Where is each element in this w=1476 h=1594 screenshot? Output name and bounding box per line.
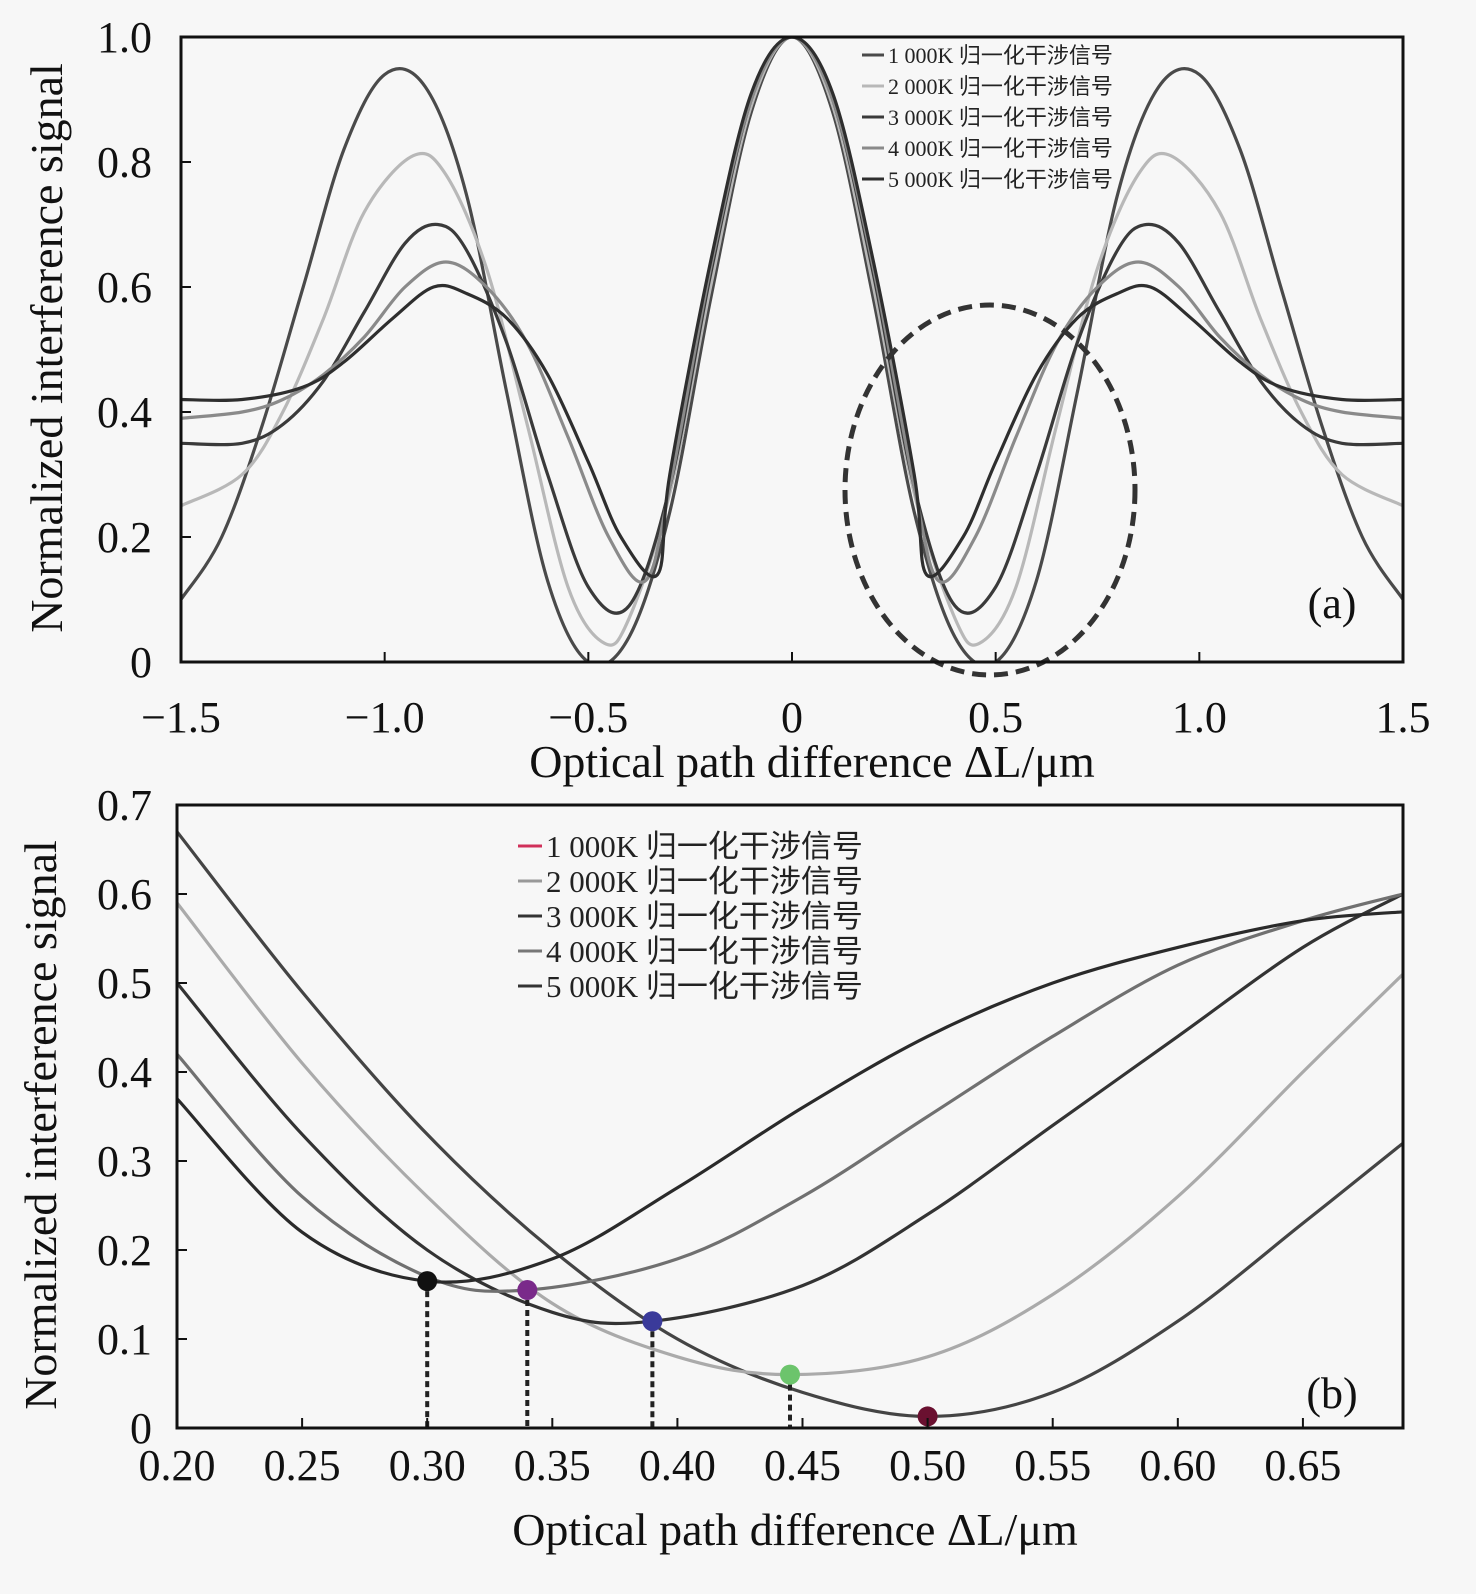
x-tick-label: 1.0 [1172, 693, 1227, 742]
x-tick-label: 0.5 [968, 693, 1023, 742]
x-tick-label: −1.5 [141, 693, 221, 742]
series-line-1000k [177, 830, 1403, 1418]
y-tick-label: 0.3 [97, 1137, 152, 1186]
panel-a-curves [181, 37, 1403, 662]
y-tick-label: 0.5 [97, 959, 152, 1008]
y-tick-label: 0.8 [97, 138, 152, 187]
series-line-2000k [181, 37, 1403, 647]
panel-b-x-axis-title: Optical path difference ΔL/μm [512, 1504, 1078, 1555]
legend-entry: 4 000K 归一化干涉信号 [888, 136, 1113, 161]
x-tick-label: 1.5 [1376, 693, 1431, 742]
x-tick-label: 0.20 [139, 1441, 216, 1490]
x-tick-label: 0.55 [1014, 1441, 1091, 1490]
panel-a-frame [179, 35, 1405, 664]
y-tick-label: 1.0 [97, 13, 152, 62]
panel-a-ticks: −1.5 −1.0 −0.5 0 0.5 1.0 1.5 0 0.2 0.4 0.6 0.8 1.0 [97, 13, 1431, 742]
x-tick-label: 0.40 [639, 1441, 716, 1490]
intersection-marker [780, 1364, 800, 1385]
legend-entry: 5 000K 归一化干涉信号 [888, 167, 1113, 192]
y-tick-label: 0 [130, 638, 152, 687]
y-tick-label: 0.2 [97, 1226, 152, 1275]
x-tick-label: 0.25 [264, 1441, 341, 1490]
y-tick-label: 0.6 [97, 870, 152, 919]
series-line-4000k [181, 37, 1403, 584]
intersection-marker [642, 1311, 663, 1332]
panel-a-highlight-ellipse [842, 302, 1138, 678]
legend-entry: 5 000K 归一化干涉信号 [546, 969, 863, 1004]
panel-b-label: (b) [1306, 1369, 1357, 1418]
panel-a-y-axis-title: Normalized interference signal [21, 63, 72, 633]
series-line-5000k [181, 37, 1403, 579]
series-line-3000k [181, 37, 1403, 615]
x-tick-label: −0.5 [548, 693, 628, 742]
y-tick-label: 0 [130, 1404, 152, 1453]
series-line-4000k [177, 892, 1403, 1294]
intersection-marker [417, 1271, 438, 1292]
panel-a-label: (a) [1308, 579, 1357, 628]
x-tick-label: 0.60 [1139, 1441, 1216, 1490]
y-tick-label: 0.4 [97, 388, 152, 437]
panel-a-legend: 1 000K 归一化干涉信号 2 000K 归一化干涉信号 3 000K 归一化干涉… [862, 43, 1113, 192]
series-line-1000k [181, 37, 1403, 662]
panel-a: −1.5 −1.0 −0.5 0 0.5 1.0 1.5 0 0.2 0.4 0.6 0.8 1.0 1… [21, 13, 1431, 787]
x-tick-label: 0.35 [514, 1441, 591, 1490]
series-line-5000k [177, 910, 1403, 1284]
x-tick-label: 0.45 [764, 1441, 841, 1490]
x-tick-label: 0.50 [889, 1441, 966, 1490]
panel-a-x-axis-title: Optical path difference ΔL/μm [529, 736, 1095, 787]
y-tick-label: 0.6 [97, 263, 152, 312]
x-tick-label: 0.30 [389, 1441, 466, 1490]
y-tick-label: 0.2 [97, 513, 152, 562]
panel-b-frame [175, 803, 1405, 1430]
intersection-marker [917, 1406, 938, 1427]
x-tick-label: −1.0 [345, 693, 425, 742]
legend-entry: 2 000K 归一化干涉信号 [888, 74, 1113, 99]
legend-entry: 1 000K 归一化干涉信号 [888, 43, 1113, 68]
y-tick-label: 0.7 [97, 781, 152, 830]
intersection-marker [517, 1280, 538, 1301]
panel-b-curves [177, 830, 1403, 1418]
panel-b: 0.20 0.25 0.30 0.35 0.40 0.45 0.50 0.55 0.60 0.65… [15, 781, 1405, 1555]
legend-entry: 3 000K 归一化干涉信号 [546, 899, 863, 934]
legend-entry: 4 000K 归一化干涉信号 [546, 934, 863, 969]
legend-entry: 1 000K 归一化干涉信号 [546, 829, 863, 864]
y-tick-label: 0.4 [97, 1048, 152, 1097]
legend-entry: 3 000K 归一化干涉信号 [888, 105, 1113, 130]
panel-b-ticks: 0.20 0.25 0.30 0.35 0.40 0.45 0.50 0.55 0.60 0.65… [97, 781, 1341, 1490]
y-tick-label: 0.1 [97, 1315, 152, 1364]
panel-b-y-axis-title: Normalized interference signal [15, 840, 66, 1410]
x-tick-label: 0.65 [1264, 1441, 1341, 1490]
panel-b-markers [417, 1271, 938, 1428]
x-tick-label: 0 [781, 693, 803, 742]
legend-entry: 2 000K 归一化干涉信号 [546, 864, 863, 899]
series-line-3000k [177, 892, 1403, 1326]
